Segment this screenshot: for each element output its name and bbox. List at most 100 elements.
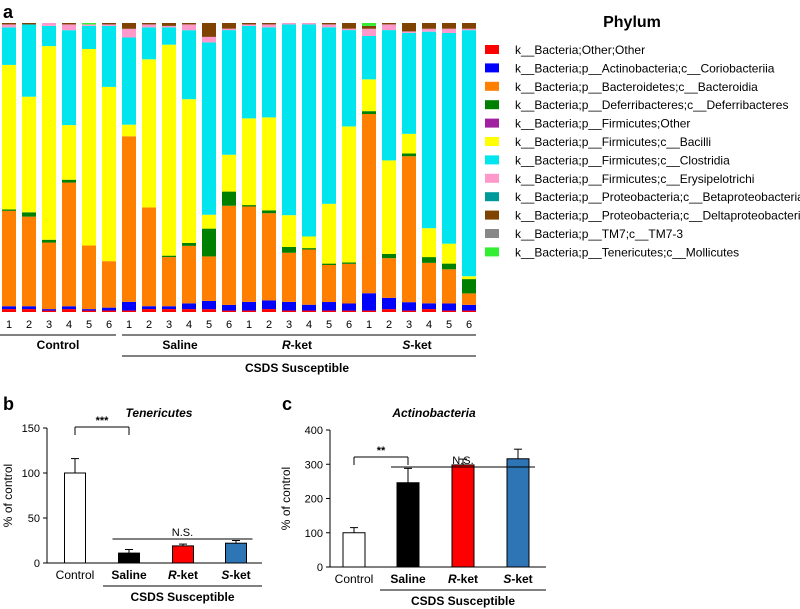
group-label-sket: S-ket xyxy=(402,338,431,352)
group-label-control: Control xyxy=(37,338,80,352)
phylum-stacked-bar-chart: 1 2 3 4 5 6 1 2 3 4 5 6 1 2 3 4 5 6 1 2 3 4 5 6 xyxy=(0,23,476,357)
legend-label: k__Bacteria;p__Tenericutes;c__Mollicutes xyxy=(515,245,739,259)
y-tick-label: 50 xyxy=(28,513,40,525)
stack-segment-21-3 xyxy=(402,156,416,303)
stack-segment-6-3 xyxy=(102,261,116,308)
y-axis-label: % of control xyxy=(279,467,293,530)
stack-segment-8-1 xyxy=(142,309,156,312)
y-tick-label: 0 xyxy=(34,558,40,570)
stack-segment-7-2 xyxy=(122,301,136,311)
y-tick-label: 0 xyxy=(317,562,323,574)
stack-segment-24-1 xyxy=(462,310,476,312)
stack-segment-8-8 xyxy=(142,24,156,28)
stack-segment-15-3 xyxy=(282,252,296,302)
stack-segment-22-2 xyxy=(422,303,436,310)
stack-segment-4-10 xyxy=(62,23,76,25)
x-tick-label: Control xyxy=(56,568,95,582)
sample-label: 2 xyxy=(26,319,32,331)
x-tick-prefix: S xyxy=(503,572,511,586)
legend-label: k__Bacteria;p__TM7;c__TM7-3 xyxy=(515,227,683,241)
y-tick-label: 200 xyxy=(305,494,323,506)
stack-segment-9-10 xyxy=(162,23,176,26)
panel-label-b: b xyxy=(3,394,14,414)
stack-segment-10-6 xyxy=(182,99,196,243)
stack-segment-2-1 xyxy=(22,309,36,312)
sample-label: 3 xyxy=(406,319,412,331)
stack-segment-11-10 xyxy=(202,23,216,37)
stack-segment-12-1 xyxy=(222,310,236,312)
x-tick-label: Control xyxy=(335,572,374,586)
stack-segment-13-1 xyxy=(242,310,256,313)
sample-label: 6 xyxy=(106,319,112,331)
stack-segment-10-1 xyxy=(182,309,196,312)
stack-segment-6-2 xyxy=(102,307,116,311)
stack-segment-19-3 xyxy=(362,114,376,294)
sample-label: 4 xyxy=(66,319,72,331)
stack-segment-3-4 xyxy=(42,239,56,243)
stack-segment-11-8 xyxy=(202,36,216,43)
stack-segment-21-4 xyxy=(402,153,416,157)
sample-label: 6 xyxy=(226,319,232,331)
stack-segment-18-6 xyxy=(342,126,356,263)
legend-swatch xyxy=(485,100,499,110)
stack-segment-8-6 xyxy=(142,59,156,208)
stack-segment-11-6 xyxy=(202,214,216,229)
stack-segment-16-2 xyxy=(302,304,316,311)
stack-segment-19-10 xyxy=(362,25,376,29)
stack-segment-21-2 xyxy=(402,302,416,311)
stack-segment-13-8 xyxy=(242,24,256,26)
bar-4 xyxy=(506,458,530,568)
stack-segment-24-3 xyxy=(462,293,476,305)
significance-label: *** xyxy=(96,415,110,427)
stack-segment-2-10 xyxy=(22,23,36,25)
stack-segment-1-1 xyxy=(2,309,16,312)
sample-label: 3 xyxy=(286,319,292,331)
x-tick-suffix: -ket xyxy=(177,568,198,582)
stack-segment-14-3 xyxy=(262,213,276,301)
stack-segment-4-8 xyxy=(62,24,76,31)
stack-segment-20-10 xyxy=(382,23,396,25)
stack-segment-17-10 xyxy=(322,23,336,25)
stack-segment-5-8 xyxy=(82,24,96,26)
legend-swatch xyxy=(485,137,499,146)
stack-segment-10-2 xyxy=(182,303,196,310)
stack-segment-6-10 xyxy=(102,23,116,25)
stack-segment-12-10 xyxy=(222,23,236,29)
sample-label: 3 xyxy=(46,319,52,331)
stack-segment-20-3 xyxy=(382,258,396,298)
stack-segment-14-6 xyxy=(262,117,276,211)
stack-segment-24-2 xyxy=(462,304,476,311)
stack-segment-15-2 xyxy=(282,301,296,311)
stack-segment-21-6 xyxy=(402,133,416,154)
stack-segment-9-6 xyxy=(162,44,176,256)
sample-label: 2 xyxy=(266,319,272,331)
sample-label: 2 xyxy=(146,319,152,331)
x-tick-label: S-ket xyxy=(503,572,532,586)
stack-segment-2-7 xyxy=(22,24,36,97)
group-labels-a: Control Saline R-ket S-ket CSDS Suscepti… xyxy=(37,338,432,375)
stack-segment-21-7 xyxy=(402,32,416,134)
stack-segment-12-3 xyxy=(222,205,236,305)
legend-label: k__Bacteria;p__Proteobacteria;c__Deltapr… xyxy=(515,209,800,223)
stack-segment-12-2 xyxy=(222,304,236,311)
stack-segment-16-1 xyxy=(302,310,316,312)
group-label-csds: CSDS Susceptible xyxy=(411,594,515,608)
bar-2 xyxy=(118,552,140,564)
x-tick-prefix: R xyxy=(168,568,177,582)
stack-segment-22-1 xyxy=(422,309,436,312)
stack-segment-11-1 xyxy=(202,309,216,312)
stack-segment-17-2 xyxy=(322,302,336,311)
stack-segment-22-6 xyxy=(422,228,436,258)
sample-label: 1 xyxy=(246,319,252,331)
group-label-csds: CSDS Susceptible xyxy=(130,590,234,604)
stack-segment-21-1 xyxy=(402,310,416,312)
sample-label: 5 xyxy=(206,319,212,331)
legend-label: k__Bacteria;p__Actinobacteria;c__Corioba… xyxy=(515,61,775,75)
stack-segment-14-1 xyxy=(262,309,276,312)
rket-prefix: R xyxy=(282,338,291,352)
stack-segment-1-10 xyxy=(2,23,16,25)
significance-label: N.S. xyxy=(452,455,473,467)
stack-segment-15-1 xyxy=(282,310,296,313)
stack-segment-4-4 xyxy=(62,179,76,183)
y-tick-label: 300 xyxy=(305,459,323,471)
